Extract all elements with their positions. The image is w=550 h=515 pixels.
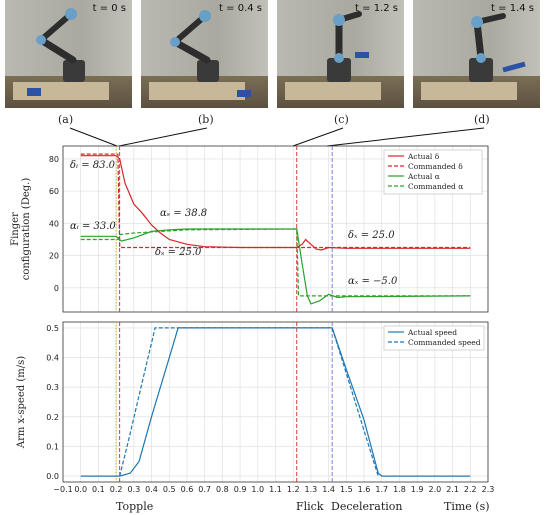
time-label: t = 1.2 s	[355, 3, 398, 14]
x-tick-label: 0.2	[110, 485, 123, 494]
legend-label: Commanded α	[408, 182, 463, 191]
panel-label-d: (d)	[474, 113, 490, 126]
x-tick-label: 2.2	[464, 485, 477, 494]
connector-a	[69, 127, 118, 147]
x-tick-label: 0.0	[74, 485, 87, 494]
annotation-delta-s: δₛ = 25.0	[155, 247, 202, 258]
plot-frame	[62, 321, 489, 483]
time-label: t = 0 s	[92, 3, 126, 14]
series-line	[80, 153, 471, 249]
x-tick-label: 0.7	[198, 485, 211, 494]
legend-label: Commanded δ	[408, 162, 463, 171]
photo-base-box	[421, 82, 517, 100]
plot-frame	[62, 145, 489, 313]
legend-label: Commanded speed	[408, 338, 481, 347]
y-tick-label: 0.0	[46, 472, 59, 481]
y-tick-label: 0.3	[46, 383, 59, 392]
x-tick-label: 0.6	[181, 485, 194, 494]
x-tick-label: 0.8	[216, 485, 229, 494]
y-tick-label: 0.5	[46, 324, 59, 333]
legend-box	[383, 149, 483, 195]
y-axis-label: Finger	[10, 212, 21, 246]
photo-base-box	[285, 82, 381, 100]
y-axis-label: Arm x-speed (m/s)	[16, 356, 27, 449]
photo-base-box	[149, 82, 245, 100]
annotation-delta-f: δₓ = 25.0	[348, 230, 395, 241]
y-tick-label: 0	[54, 284, 59, 293]
x-tick-label: 1.3	[305, 485, 318, 494]
x-tick-label: 2.3	[482, 485, 495, 494]
x-tick-label: 1.9	[411, 485, 424, 494]
connector-c	[292, 127, 344, 147]
connector-d	[326, 127, 485, 147]
x-tick-label: 0.3	[127, 485, 140, 494]
label-deceleration: Deceleration	[331, 500, 403, 513]
legend-box	[383, 325, 485, 351]
legend-label: Actual δ	[407, 152, 440, 161]
connector-b	[118, 127, 208, 147]
x-tick-label: 1.8	[393, 485, 406, 494]
legend-label: Actual α	[407, 172, 440, 181]
x-tick-label: 1.5	[340, 485, 353, 494]
annotation-alpha-f: αₓ = −5.0	[348, 276, 398, 287]
time-label: t = 1.4 s	[491, 3, 534, 14]
x-tick-label: 2.1	[446, 485, 459, 494]
x-tick-label: 1.6	[358, 485, 371, 494]
robot-arm-drawing	[27, 8, 85, 96]
x-tick-label: −0.1	[53, 485, 72, 494]
x-tick-label: 1.1	[269, 485, 282, 494]
x-tick-label: 0.1	[92, 485, 105, 494]
annotation-alpha-s: αₛ = 38.8	[160, 208, 207, 219]
y-tick-label: 40	[49, 219, 59, 228]
x-tick-label: 0.5	[163, 485, 176, 494]
panel-label-b: (b)	[198, 113, 214, 126]
arm-speed-plot: 0.00.10.20.30.40.5−0.1 0.0 0.1 0.2 0.3 0.4 0.5…	[16, 321, 495, 494]
y-tick-label: 60	[49, 187, 59, 196]
y-axis-label: configuration (Deg.)	[21, 178, 32, 281]
photo-d: t = 1.4 s	[413, 0, 540, 108]
series-line	[80, 155, 471, 251]
panel-label-a: (a)	[58, 113, 74, 126]
x-tick-label: 0.9	[234, 485, 247, 494]
y-tick-label: 20	[49, 252, 59, 261]
series-line	[80, 228, 471, 297]
photo-c: t = 1.2 s	[277, 0, 404, 108]
label-time: Time (s)	[444, 500, 490, 513]
time-label: t = 0.4 s	[219, 3, 262, 14]
label-topple: Topple	[116, 500, 153, 513]
x-tick-label: 1.4	[322, 485, 335, 494]
x-tick-label: 2.0	[429, 485, 442, 494]
legend-label: Actual speed	[407, 328, 457, 337]
x-tick-label: 0.4	[145, 485, 158, 494]
y-tick-label: 0.2	[46, 413, 59, 422]
y-tick-label: 0.4	[46, 354, 59, 363]
panel-label-c: (c)	[334, 113, 349, 126]
series-line	[119, 327, 379, 477]
y-tick-label: 0.1	[46, 442, 59, 451]
robot-arm-drawing	[327, 11, 369, 82]
photo-a: t = 0 s	[5, 0, 132, 108]
finger-configuration-plot: 0 20 40 60 80 Finger configuration (Deg.) Actua…	[10, 145, 489, 313]
robot-arm-drawing	[170, 10, 251, 97]
x-tick-label: 1.7	[375, 485, 388, 494]
annotation-delta-i: δᵢ = 83.0	[70, 160, 116, 171]
robot-arm-drawing	[469, 13, 526, 82]
annotation-alpha-i: αᵢ = 33.0	[70, 221, 116, 232]
label-flick: Flick	[296, 500, 324, 513]
x-tick-label: 1.2	[287, 485, 300, 494]
x-tick-label: 1.0	[251, 485, 264, 494]
y-tick-label: 80	[49, 155, 59, 164]
photo-b: t = 0.4 s	[141, 0, 268, 108]
